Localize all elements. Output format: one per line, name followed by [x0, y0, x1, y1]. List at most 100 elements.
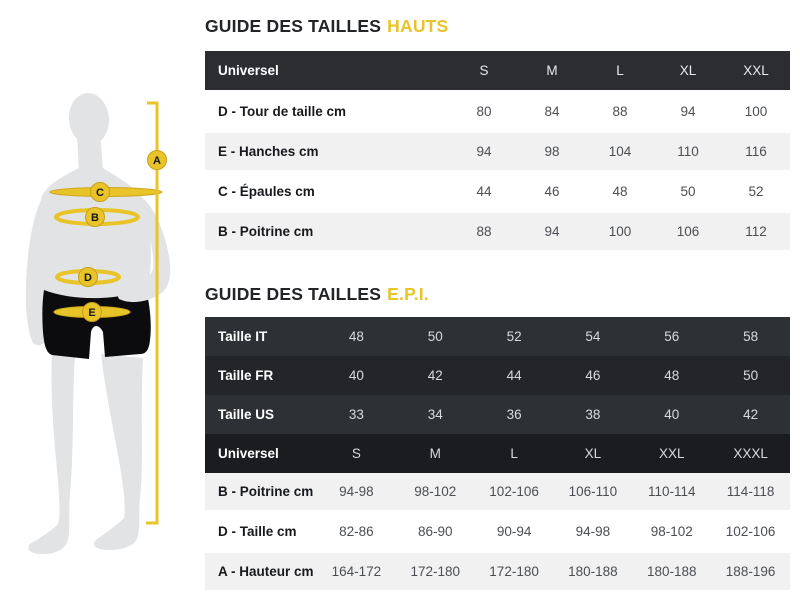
row-value: 52	[506, 329, 522, 344]
row-value: 84	[544, 104, 560, 119]
row-value: 50	[427, 329, 443, 344]
marker-e-letter: E	[88, 307, 95, 319]
row-value: 34	[427, 407, 443, 422]
row-value: 94	[680, 104, 696, 119]
row-value: XXXL	[733, 446, 768, 461]
row-value: 38	[585, 407, 601, 422]
table-row: B - Poitrine cm 94-98 98-102 102-106 106…	[205, 473, 790, 510]
row-value: 44	[506, 368, 522, 383]
row-value: 180-188	[646, 564, 697, 579]
section-title-epi: GUIDE DES TAILLES E.P.I.	[205, 284, 790, 305]
row-label: Taille FR	[218, 368, 274, 383]
row-value: 100	[744, 104, 768, 119]
row-value: 33	[348, 407, 364, 422]
figure-head	[68, 93, 110, 145]
row-value: 106-110	[568, 484, 618, 499]
table-row: C - Épaules cm 44 46 48 50 52	[205, 173, 790, 210]
row-label: Universel	[218, 446, 279, 461]
figure-shorts	[42, 289, 151, 359]
table-row: A - Hauteur cm 164-172 172-180 172-180 1…	[205, 553, 790, 590]
table-row-dark: Taille US 33 34 36 38 40 42	[205, 395, 790, 434]
title-main-hauts: GUIDE DES TAILLES	[205, 16, 382, 36]
row-value: 94-98	[575, 524, 611, 539]
table-row-dark: Universel S M L XL XXL XXXL	[205, 434, 790, 473]
row-value: 88	[612, 104, 628, 119]
section-title-hauts: GUIDE DES TAILLES HAUTS	[205, 16, 790, 37]
row-value: S	[351, 446, 361, 461]
row-value: 100	[608, 224, 632, 239]
table-row: E - Hanches cm 94 98 104 110 116	[205, 133, 790, 170]
marker-c-letter: C	[96, 187, 104, 199]
row-value: 36	[506, 407, 522, 422]
row-value: 98	[544, 144, 560, 159]
row-value: 114-118	[726, 484, 775, 499]
row-value: 80	[476, 104, 492, 119]
row-value: M	[429, 446, 441, 461]
marker-d-letter: D	[84, 272, 92, 284]
row-value: 88	[476, 224, 492, 239]
row-value: 104	[608, 144, 632, 159]
row-value: 188-196	[725, 564, 776, 579]
figure-silhouette-icon: A C B D E	[25, 93, 171, 554]
row-value: 98-102	[650, 524, 693, 539]
figure-right-leg	[93, 354, 143, 550]
hauts-header-col: M	[546, 63, 558, 78]
hauts-header-row: Universel S M L XL XXL	[205, 51, 790, 90]
row-value: 46	[585, 368, 601, 383]
hauts-header-col: L	[616, 63, 624, 78]
row-value: 40	[664, 407, 680, 422]
height-measure-line	[146, 101, 159, 525]
table-row: D - Taille cm 82-86 86-90 90-94 94-98 98…	[205, 513, 790, 550]
marker-c-badge	[90, 182, 110, 202]
row-value: 86-90	[417, 524, 453, 539]
row-label: A - Hauteur cm	[218, 564, 314, 579]
row-value: 42	[743, 407, 759, 422]
row-value: 110	[677, 144, 699, 159]
table-row: D - Tour de taille cm 80 84 88 94 100	[205, 93, 790, 130]
marker-b-letter: B	[91, 212, 99, 224]
title-accent-epi: E.P.I.	[387, 284, 429, 304]
row-value: 94-98	[339, 484, 374, 499]
title-main-epi: GUIDE DES TAILLES	[205, 284, 382, 304]
row-label: E - Hanches cm	[218, 144, 319, 159]
row-value: 52	[748, 184, 764, 199]
row-label: B - Poitrine cm	[218, 224, 314, 239]
marker-badges: A C B D E	[78, 150, 167, 322]
measurement-figure: A C B D E	[0, 0, 210, 609]
row-value: 180-188	[568, 564, 618, 579]
row-value: L	[510, 446, 518, 461]
hauts-header-col: S	[479, 63, 489, 78]
marker-d-badge	[78, 267, 98, 287]
table-row: B - Poitrine cm 88 94 100 106 112	[205, 213, 790, 250]
marker-a-badge	[147, 150, 167, 170]
title-accent-hauts: HAUTS	[387, 16, 449, 36]
row-value: XXL	[658, 446, 685, 461]
row-label: D - Tour de taille cm	[218, 104, 347, 119]
row-value: 42	[427, 368, 443, 383]
hauts-header-col: XXL	[743, 63, 769, 78]
row-value: 48	[664, 368, 680, 383]
row-label: Taille US	[218, 407, 275, 422]
row-value: 106	[676, 224, 700, 239]
row-value: 94	[476, 144, 492, 159]
row-value: 54	[585, 329, 601, 344]
row-value: 90-94	[496, 524, 532, 539]
row-value: 102-106	[489, 484, 539, 499]
row-value: 50	[680, 184, 696, 199]
row-label: Taille IT	[218, 329, 268, 344]
row-value: 98-102	[414, 484, 457, 499]
table-row-dark: Taille IT 48 50 52 54 56 58	[205, 317, 790, 356]
row-value: 40	[348, 368, 364, 383]
row-label: D - Taille cm	[218, 524, 297, 539]
size-guide-panel: GUIDE DES TAILLES HAUTS Universel S M L …	[205, 16, 790, 593]
hauts-header-label: Universel	[218, 63, 279, 78]
figure-neck	[77, 132, 103, 172]
row-value: 172-180	[489, 564, 539, 579]
row-value: 50	[743, 368, 759, 383]
row-value: 56	[664, 329, 680, 344]
row-value: 44	[476, 184, 492, 199]
row-value: 110-114	[647, 484, 696, 499]
row-label: C - Épaules cm	[218, 184, 315, 199]
row-value: 112	[745, 224, 767, 239]
